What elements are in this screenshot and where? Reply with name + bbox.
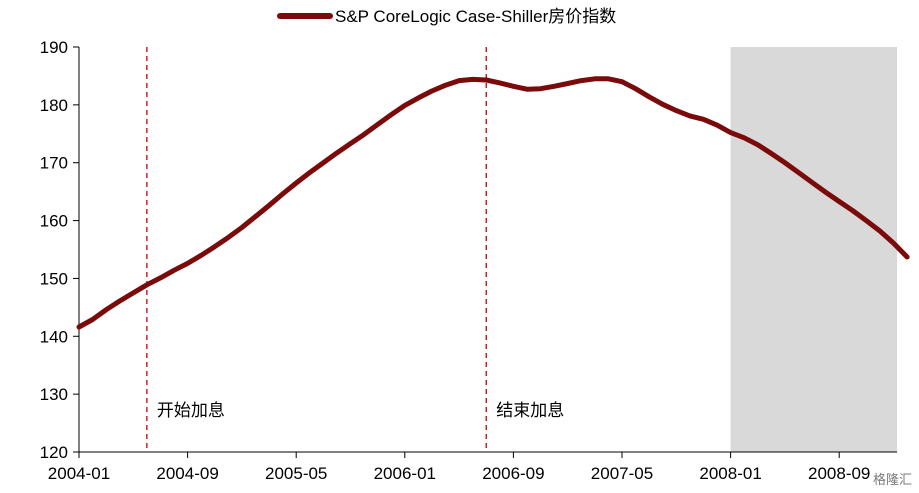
y-tick-label: 170: [40, 154, 68, 173]
y-tick-label: 190: [40, 38, 68, 57]
shaded-region-0: [730, 47, 897, 452]
x-tick-label: 2006-01: [374, 464, 436, 483]
legend: S&P CoreLogic Case-Shiller房价指数: [277, 7, 616, 26]
legend-label: S&P CoreLogic Case-Shiller房价指数: [335, 7, 616, 26]
x-tick-label: 2005-05: [265, 464, 327, 483]
series-layer: [76, 76, 910, 330]
y-tick-label: 150: [40, 269, 68, 288]
x-tick-label: 2008-01: [699, 464, 761, 483]
y-tick-label: 130: [40, 385, 68, 404]
watermark-text: 格隆汇: [873, 472, 912, 488]
axes-layer: 120 130 140 150 160 170 180 190 2004-01 2004-09 20…: [40, 38, 897, 483]
recession-shading-layer: [730, 47, 897, 452]
series-line-0: [76, 76, 910, 330]
y-tick-label: 120: [40, 443, 68, 462]
y-tick-label: 140: [40, 327, 68, 346]
x-tick-label: 2008-09: [808, 464, 870, 483]
x-tick-label: 2004-01: [48, 464, 110, 483]
y-tick-label: 160: [40, 212, 68, 231]
x-tick-label: 2004-09: [156, 464, 218, 483]
annotation-layer: 开始加息 结束加息: [146, 47, 564, 452]
x-tick-label: 2006-09: [482, 464, 544, 483]
watermark-layer: 格隆汇: [873, 472, 912, 488]
x-tick-label: 2007-05: [591, 464, 653, 483]
vline-label-1: 结束加息: [496, 401, 564, 421]
vline-label-0: 开始加息: [157, 401, 225, 421]
y-tick-label: 180: [40, 96, 68, 115]
